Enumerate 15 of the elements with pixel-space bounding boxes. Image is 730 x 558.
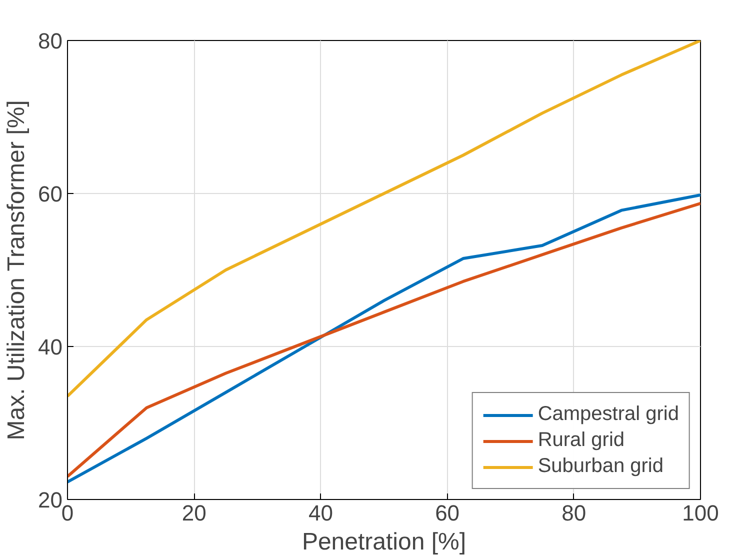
- x-tick-label: 0: [61, 500, 74, 526]
- legend-label: Campestral grid: [538, 403, 679, 426]
- x-tick-label: 60: [435, 500, 460, 526]
- legend-label: Rural grid: [538, 429, 625, 452]
- line-series: [68, 40, 700, 398]
- y-tick-label: 80: [38, 28, 63, 54]
- legend-label: Suburban grid: [538, 455, 664, 478]
- x-tick-label: 40: [308, 500, 333, 526]
- x-tick-label: 20: [182, 500, 206, 526]
- y-tick-label: 40: [38, 334, 63, 360]
- x-axis-title: Penetration [%]: [302, 528, 466, 556]
- x-tick-label: 100: [682, 500, 719, 526]
- y-tick-label: 60: [38, 182, 63, 206]
- x-tick-label: 80: [562, 500, 586, 526]
- y-axis-title: Max. Utilization Transformer [%]: [3, 100, 30, 440]
